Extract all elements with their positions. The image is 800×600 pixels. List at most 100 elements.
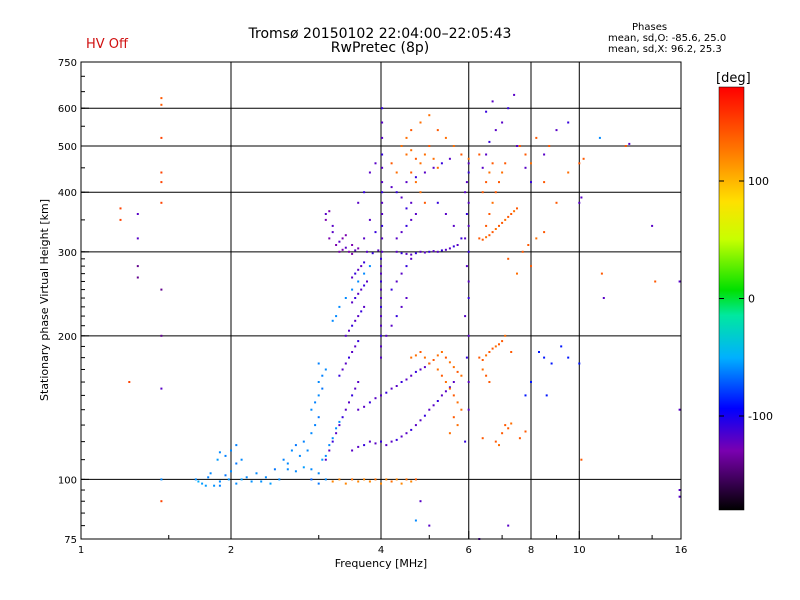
data-point xyxy=(160,181,163,184)
data-point xyxy=(324,454,327,457)
data-point xyxy=(331,319,334,322)
phases-title: Phases xyxy=(632,22,668,33)
data-point xyxy=(582,157,585,160)
data-point xyxy=(354,345,357,348)
data-point xyxy=(628,142,631,145)
data-point xyxy=(432,359,435,361)
data-point xyxy=(197,480,200,483)
data-point xyxy=(286,462,289,465)
data-point xyxy=(478,153,481,156)
data-point xyxy=(444,248,447,251)
data-point xyxy=(410,149,413,152)
data-point xyxy=(354,249,357,252)
data-point xyxy=(543,181,546,184)
data-point xyxy=(543,231,546,234)
y-tick-label: 500 xyxy=(58,142,77,153)
data-point xyxy=(513,93,516,96)
data-point xyxy=(363,305,366,308)
data-point xyxy=(218,484,221,487)
data-point xyxy=(255,472,258,475)
data-point xyxy=(460,237,463,240)
data-point xyxy=(338,240,341,243)
data-point xyxy=(452,366,455,369)
data-point xyxy=(395,250,398,253)
data-point xyxy=(348,401,350,404)
data-point xyxy=(518,145,521,147)
data-point xyxy=(324,478,327,481)
data-point xyxy=(405,181,408,184)
x-tick-label: 4 xyxy=(378,545,384,556)
data-point xyxy=(310,432,313,435)
data-point xyxy=(456,244,459,246)
data-point xyxy=(414,252,417,255)
data-point xyxy=(444,356,447,359)
data-point xyxy=(578,201,581,204)
data-point xyxy=(321,387,324,390)
data-point xyxy=(380,305,382,308)
data-point xyxy=(235,482,238,485)
data-point xyxy=(360,310,363,313)
data-point xyxy=(344,362,347,365)
data-point xyxy=(354,272,357,275)
data-point xyxy=(405,207,408,210)
data-point xyxy=(410,257,413,260)
data-point xyxy=(360,265,363,268)
data-point xyxy=(428,524,431,527)
data-point xyxy=(485,374,488,377)
data-point xyxy=(374,397,377,400)
data-point xyxy=(538,351,540,353)
data-point xyxy=(414,519,417,522)
data-point xyxy=(216,458,219,461)
data-point xyxy=(485,236,488,239)
data-point xyxy=(341,416,344,419)
data-point xyxy=(160,103,163,106)
data-point xyxy=(380,440,382,443)
data-point xyxy=(381,191,384,194)
data-point xyxy=(310,468,313,471)
data-point xyxy=(380,265,382,268)
x-axis-label: Frequency [MHz] xyxy=(335,557,427,570)
data-point xyxy=(481,368,484,371)
data-point xyxy=(230,470,232,473)
data-point xyxy=(414,478,417,481)
data-point xyxy=(467,162,470,165)
data-point xyxy=(465,356,468,359)
data-point xyxy=(452,245,455,248)
data-point xyxy=(302,466,305,469)
data-point xyxy=(410,253,413,256)
data-point xyxy=(235,444,238,447)
data-point xyxy=(363,284,366,287)
x-tick-label: 1 xyxy=(78,545,84,556)
data-point xyxy=(380,394,382,397)
data-point xyxy=(351,394,354,397)
data-point xyxy=(306,449,309,452)
data-point xyxy=(290,449,293,452)
data-point xyxy=(464,191,467,194)
data-point xyxy=(380,272,382,275)
data-point xyxy=(423,251,426,254)
data-point xyxy=(436,129,439,132)
data-point xyxy=(423,366,426,369)
data-point xyxy=(543,356,546,359)
data-point xyxy=(464,315,467,318)
data-point xyxy=(598,136,601,139)
data-point xyxy=(357,292,360,295)
data-point xyxy=(390,288,393,291)
data-point xyxy=(414,354,417,357)
data-point xyxy=(678,408,681,411)
data-point xyxy=(363,478,366,481)
data-point xyxy=(504,334,507,337)
data-point xyxy=(624,145,627,147)
data-point xyxy=(510,422,513,425)
data-point xyxy=(351,478,354,481)
data-point xyxy=(456,401,459,404)
data-point xyxy=(400,272,403,275)
data-point xyxy=(494,440,497,443)
data-point xyxy=(357,280,360,283)
data-point xyxy=(460,153,463,156)
data-point xyxy=(348,250,350,253)
data-point xyxy=(530,265,532,268)
data-point xyxy=(335,315,338,318)
data-point xyxy=(160,478,163,481)
data-point xyxy=(317,381,320,383)
